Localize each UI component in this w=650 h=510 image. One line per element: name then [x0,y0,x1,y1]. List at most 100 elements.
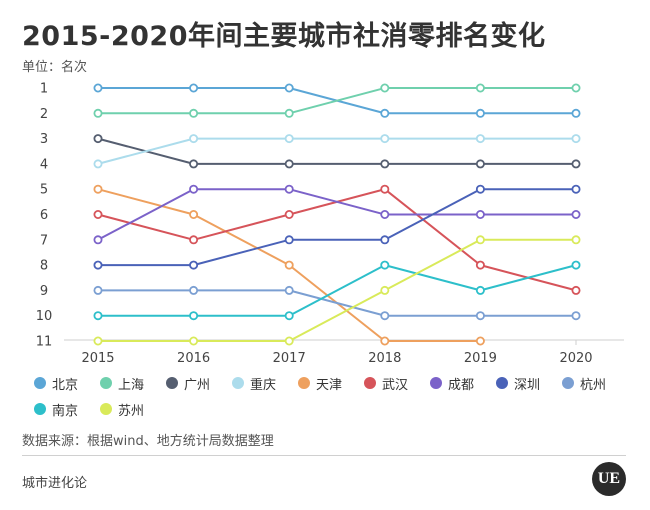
data-point [475,134,485,144]
legend-item[interactable]: 重庆 [232,374,298,393]
legend-label: 天津 [316,377,343,393]
data-point [380,209,390,219]
data-point [380,260,390,270]
data-point [189,108,199,118]
data-point [189,184,199,194]
series-line [97,137,576,165]
x-tick-label: 2018 [368,351,401,366]
data-point [380,311,390,321]
data-point [189,260,199,270]
legend-label: 广州 [184,377,211,393]
legend-item[interactable]: 武汉 [364,374,430,393]
x-tick-label: 2017 [273,351,306,366]
data-point [93,285,103,295]
data-point [189,159,199,169]
legend-marker [430,377,442,389]
data-point [475,285,485,295]
legend-label: 北京 [52,377,79,393]
data-point [571,311,581,321]
legend-marker [496,377,508,389]
data-point [571,83,581,93]
data-point [571,209,581,219]
data-point [571,108,581,118]
y-tick-label: 9 [40,284,48,299]
series-line [97,137,576,165]
legend-label: 苏州 [118,403,145,419]
data-point [284,209,294,219]
legend-item[interactable]: 苏州 [100,400,166,419]
y-tick-label: 5 [40,183,48,198]
data-point [475,260,485,270]
data-point [475,83,485,93]
legend-item[interactable]: 广州 [166,374,232,393]
chart-legend: 北京 上海 广州 重庆 天津 武汉 成都 深圳 杭州南京 苏州 [34,374,634,419]
legend-item[interactable]: 天津 [298,374,364,393]
x-tick-label: 2020 [559,351,592,366]
legend-marker [100,377,112,389]
legend-item[interactable]: 杭州 [562,374,628,393]
data-point [284,83,294,93]
data-point [380,235,390,245]
data-point [284,311,294,321]
data-point [571,285,581,295]
data-point [189,311,199,321]
data-point [284,134,294,144]
data-point [284,108,294,118]
y-tick-label: 6 [40,208,48,223]
y-tick-label: 1 [40,82,48,97]
series-line [98,188,576,267]
data-point [93,260,103,270]
data-point [571,184,581,194]
legend-item[interactable]: 上海 [100,374,166,393]
data-point [189,83,199,93]
brand-name: 城市进化论 [22,476,88,491]
data-point [475,184,485,194]
data-point [93,184,103,194]
data-source-note: 数据来源：根据wind、地方统计局数据整理 [22,434,274,449]
data-point [93,336,103,346]
legend-item[interactable]: 深圳 [496,374,562,393]
y-tick-label: 2 [40,107,48,122]
data-point [284,285,294,295]
data-point [284,336,294,346]
legend-marker [100,403,112,415]
legend-marker [34,403,46,415]
data-point [189,235,199,245]
y-tick-label: 10 [36,309,53,324]
legend-label: 上海 [118,377,145,393]
series-line [97,188,576,241]
data-point [475,108,485,118]
data-point [380,285,390,295]
data-point [380,108,390,118]
legend-item[interactable]: 成都 [430,374,496,393]
data-point [189,134,199,144]
series-line [98,289,576,317]
data-point [380,83,390,93]
legend-marker [166,377,178,389]
legend-item[interactable]: 南京 [34,400,100,419]
legend-marker [562,377,574,389]
data-point [284,260,294,270]
rank-line-chart: 1 2 3 4 5 6 7 8 9 10 11 2015 2016 2017 2018 2019 2020 [36,82,624,366]
data-point [189,336,199,346]
data-point [475,209,485,219]
series-line [98,87,576,115]
series-line [98,264,577,317]
y-axis-unit-label: 单位：名次 [22,60,88,75]
data-point [93,311,103,321]
y-tick-label: 11 [36,335,53,350]
chart-title: 2015-2020年间主要城市社消零排名变化 [22,21,546,52]
data-point [93,235,103,245]
legend-item[interactable]: 北京 [34,374,100,393]
data-point [571,260,581,270]
x-tick-label: 2016 [177,351,210,366]
data-point [475,159,485,169]
data-point [189,285,199,295]
legend-marker [34,377,46,389]
y-tick-label: 8 [40,259,48,274]
data-point [189,209,199,219]
data-point [571,159,581,169]
legend-label: 重庆 [250,377,277,393]
data-point [284,235,294,245]
data-point [93,83,103,93]
